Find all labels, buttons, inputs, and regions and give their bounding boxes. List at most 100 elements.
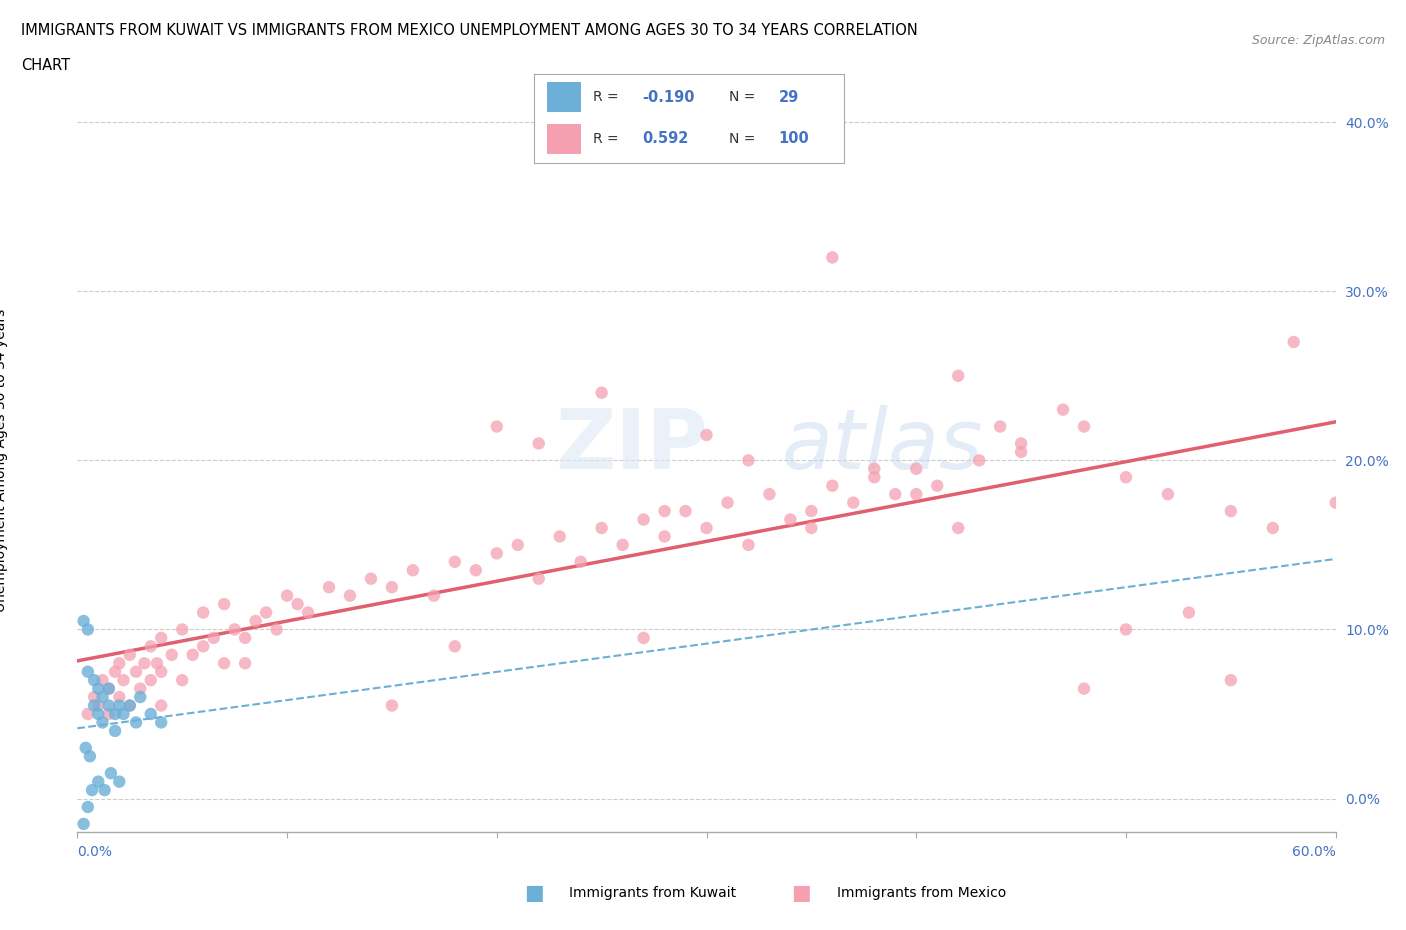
Point <box>696 428 718 443</box>
Point <box>139 639 162 654</box>
Point <box>948 521 970 536</box>
Point <box>76 664 98 679</box>
Text: R =: R = <box>593 132 619 146</box>
Point <box>150 631 173 645</box>
Point <box>1282 335 1305 350</box>
Text: ■: ■ <box>524 883 544 903</box>
Point <box>485 546 508 561</box>
Point <box>464 563 486 578</box>
Point <box>654 529 676 544</box>
Text: 0.592: 0.592 <box>643 131 689 146</box>
Point <box>569 554 592 569</box>
Point <box>948 368 970 383</box>
Point <box>76 622 98 637</box>
Point <box>172 672 194 687</box>
Point <box>1052 402 1074 417</box>
Point <box>108 774 131 789</box>
Point <box>297 605 319 620</box>
Point <box>104 724 127 738</box>
Text: R =: R = <box>593 90 619 104</box>
Point <box>146 656 169 671</box>
Text: 100: 100 <box>779 131 810 146</box>
Text: ■: ■ <box>792 883 811 903</box>
Point <box>527 571 550 586</box>
Text: 29: 29 <box>779 90 799 105</box>
Point <box>696 521 718 536</box>
Point <box>87 698 110 713</box>
Point <box>287 597 309 612</box>
Point <box>118 698 141 713</box>
Point <box>125 664 148 679</box>
Point <box>716 495 738 510</box>
Text: CHART: CHART <box>21 58 70 73</box>
Point <box>1219 672 1241 687</box>
Point <box>633 631 655 645</box>
Point <box>506 538 529 552</box>
Point <box>108 690 131 705</box>
Point <box>360 571 382 586</box>
Point <box>139 707 162 722</box>
Point <box>87 707 110 722</box>
Point <box>842 495 865 510</box>
Text: -0.190: -0.190 <box>643 90 695 105</box>
Point <box>737 453 759 468</box>
Point <box>402 563 425 578</box>
Text: Source: ZipAtlas.com: Source: ZipAtlas.com <box>1251 34 1385 47</box>
Point <box>75 740 97 755</box>
Point <box>276 588 298 603</box>
Point <box>988 419 1011 434</box>
Point <box>150 715 173 730</box>
Point <box>97 681 120 696</box>
Point <box>118 647 141 662</box>
Point <box>150 664 173 679</box>
Point <box>79 749 101 764</box>
Point <box>527 436 550 451</box>
Point <box>91 715 114 730</box>
Point <box>245 614 267 629</box>
Point <box>91 672 114 687</box>
Point <box>1115 470 1137 485</box>
Point <box>967 453 990 468</box>
Point <box>100 765 122 780</box>
Point <box>224 622 246 637</box>
Point <box>108 698 131 713</box>
Point <box>1073 681 1095 696</box>
Point <box>72 614 94 629</box>
Point <box>1157 486 1180 501</box>
Point <box>118 698 141 713</box>
Point <box>423 588 446 603</box>
Point <box>485 419 508 434</box>
Point <box>1261 521 1284 536</box>
Point <box>104 707 127 722</box>
Point <box>97 707 120 722</box>
Point <box>212 656 235 671</box>
Point <box>172 622 194 637</box>
Point <box>129 681 152 696</box>
Point <box>87 774 110 789</box>
Point <box>612 538 634 552</box>
Point <box>83 690 105 705</box>
Text: ZIP: ZIP <box>555 405 709 486</box>
Point <box>134 656 156 671</box>
Point <box>863 461 886 476</box>
Point <box>318 579 340 594</box>
Point <box>821 478 844 493</box>
Point <box>191 639 215 654</box>
Point <box>927 478 949 493</box>
Text: N =: N = <box>730 90 755 104</box>
Point <box>83 698 105 713</box>
Point <box>1178 605 1201 620</box>
Point <box>1073 419 1095 434</box>
Point <box>91 690 114 705</box>
Point <box>233 656 256 671</box>
Point <box>150 698 173 713</box>
Point <box>905 461 928 476</box>
Point <box>1219 504 1241 519</box>
Point <box>591 521 613 536</box>
Point <box>104 664 127 679</box>
Point <box>97 681 120 696</box>
Point <box>1324 495 1347 510</box>
Point <box>202 631 225 645</box>
Point <box>633 512 655 527</box>
Point <box>591 385 613 400</box>
